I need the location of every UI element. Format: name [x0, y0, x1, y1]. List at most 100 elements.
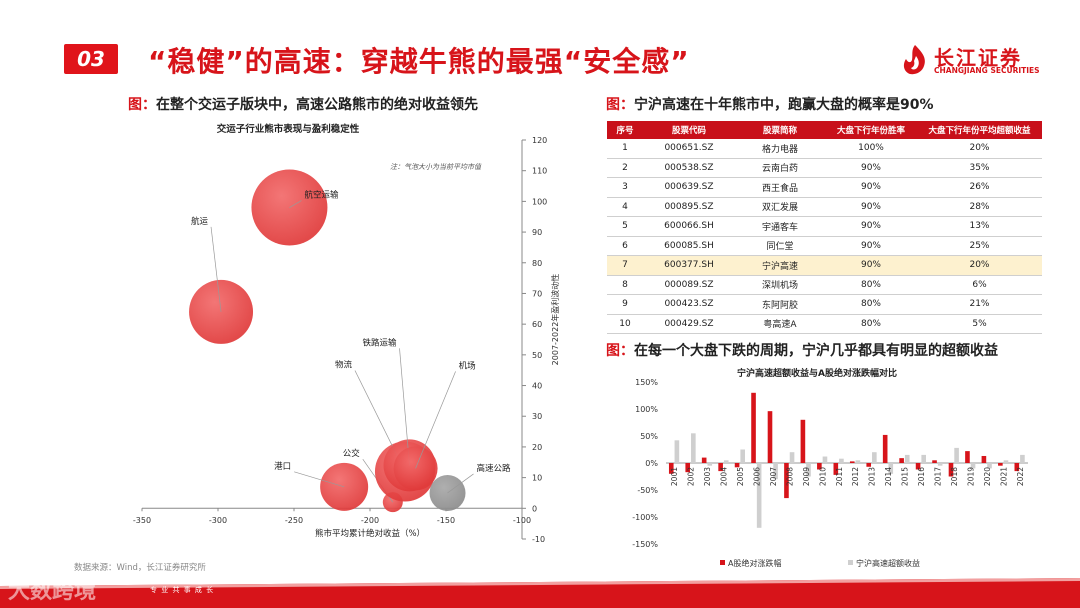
bubble-label: 公交 [343, 448, 361, 459]
table-cell: 东阿阿胶 [735, 294, 825, 315]
x-tick-label: 2015 [901, 467, 910, 486]
y-tick-label: 150% [635, 378, 658, 387]
y-tick-label: 10 [532, 474, 542, 483]
bar-a-share-2012 [849, 461, 855, 463]
table-cell: 9 [607, 294, 643, 315]
bar-a-share-2009 [800, 419, 806, 463]
y-tick-label: -50% [637, 486, 658, 495]
bar-excess-2021 [1003, 460, 1009, 463]
caption-text: 宁沪高速在十年熊市中，跑赢大盘的概率是 [634, 97, 900, 113]
y-tick-label: 120 [532, 136, 547, 145]
table-header-cell: 大盘下行年份平均超额收益 [917, 121, 1042, 139]
table-cell: 5 [607, 216, 643, 237]
y-tick-label: -10 [532, 535, 545, 544]
x-tick-label: 2006 [753, 467, 762, 486]
x-tick-label: 2010 [818, 467, 827, 486]
table-cell: 000651.SZ [643, 139, 735, 159]
caption-prefix: 图： [606, 97, 634, 113]
table-cell: 90% [825, 177, 917, 198]
bar-a-share-2005 [734, 463, 740, 468]
bar-a-share-2022 [1014, 463, 1020, 472]
bar-a-share-2013 [866, 463, 872, 467]
table-cell: 7 [607, 255, 643, 276]
bar-a-share-2008 [784, 463, 789, 499]
x-tick-label: -200 [361, 516, 379, 525]
bar-excess-2001 [674, 440, 680, 463]
table-row: 3 000639.SZ 西王食品 90% 26% [607, 177, 1042, 198]
x-tick-label: 2004 [720, 467, 729, 486]
table-cell: 600085.SH [643, 236, 735, 256]
y-tick-label: 20 [532, 443, 542, 452]
table-cell: 6% [917, 275, 1042, 295]
caption-prefix: 图： [128, 97, 156, 113]
table-row: 1 000651.SZ 格力电器 100% 20% [607, 139, 1042, 159]
bar-excess-2012 [855, 460, 861, 463]
y-tick-label: -100% [632, 513, 658, 522]
x-tick-label: -300 [209, 516, 227, 525]
leader-line [447, 473, 474, 494]
table-cell: 同仁堂 [735, 236, 825, 256]
table-row: 10 000429.SZ 粤高速A 80% 5% [607, 314, 1042, 334]
table-cell: 3 [607, 177, 643, 198]
bar-excess-2002 [691, 433, 696, 463]
y-tick-label: 40 [532, 382, 542, 391]
legend-label: 宁沪高速超额收益 [856, 558, 920, 568]
y-tick-label: 100% [635, 405, 658, 414]
bar-a-share-2014 [882, 434, 888, 463]
table-header-cell: 大盘下行年份胜率 [825, 121, 917, 139]
bar-a-share-2015 [899, 458, 904, 463]
bar-excess-2017 [937, 463, 943, 466]
table-cell: 26% [917, 177, 1042, 198]
bubble-label: 高速公路 [477, 463, 512, 474]
bar-excess-2005 [740, 449, 745, 463]
table-cell: 5% [917, 314, 1042, 334]
legend-label: A股绝对涨跌幅 [728, 558, 781, 568]
y-tick-label: 0 [532, 504, 537, 513]
logo-name-en: CHANGJIANG SECURITIES [934, 66, 1040, 75]
table-caption: 图：宁沪高速在十年熊市中，跑赢大盘的概率是90% [606, 94, 934, 114]
bar-a-share-2018 [948, 463, 954, 477]
watermark: 大数跨境 [8, 579, 97, 604]
leader-line [399, 348, 410, 466]
legend-swatch-excess [848, 560, 853, 565]
leader-line [210, 226, 222, 312]
table-cell: 000089.SZ [643, 275, 735, 295]
chart-note: 注：气泡大小为当前平均市值 [390, 163, 482, 171]
table-cell: 8 [607, 275, 643, 295]
x-tick-label: -150 [437, 516, 455, 525]
x-tick-label: 2019 [966, 467, 975, 486]
table-cell: 深圳机场 [735, 275, 825, 295]
x-tick-label: 2002 [687, 467, 696, 486]
bar-a-share-2016 [915, 463, 921, 470]
page-title: “稳健”的高速：穿越牛熊的最强“安全感” [148, 45, 690, 78]
company-logo: 长江证券 CHANGJIANG SECURITIES [900, 42, 1040, 78]
table-cell: 20% [917, 139, 1042, 159]
bar-a-share-2017 [932, 460, 937, 463]
y-tick-label: 80 [532, 259, 542, 268]
bar-chart-caption: 图：在每一个大盘下跌的周期，宁沪几乎都具有明显的超额收益 [606, 340, 998, 360]
logo-flame-icon [903, 45, 925, 75]
y-tick-label: 30 [532, 412, 542, 421]
bubble-label: 机场 [459, 360, 476, 371]
table-header-cell: 序号 [607, 121, 643, 139]
bar-a-share-2011 [833, 463, 839, 475]
bar-excess-2019 [970, 463, 976, 469]
x-tick-label: -250 [285, 516, 303, 525]
bar-a-share-2019 [965, 451, 970, 463]
bar-excess-2022 [1020, 454, 1025, 463]
x-tick-label: 2001 [670, 467, 679, 486]
bar-a-share-2020 [981, 455, 987, 463]
table-cell: 80% [825, 294, 917, 315]
bubble-label: 港口 [274, 461, 291, 472]
table-cell: 13% [917, 216, 1042, 237]
table-row: 4 000895.SZ 双汇发展 90% 28% [607, 197, 1042, 217]
caption-highlight: 90% [900, 97, 934, 113]
table-cell: 双汇发展 [735, 197, 825, 217]
stock-table: 序号 股票代码 股票简称 大盘下行年份胜率 大盘下行年份平均超额收益 1 0006… [607, 121, 1042, 334]
bar-chart: 宁沪高速超额收益与A股绝对涨跌幅对比 -150% -100% -50% 0% 50% 100… [632, 367, 1028, 568]
table-header-row: 序号 股票代码 股票简称 大盘下行年份胜率 大盘下行年份平均超额收益 [607, 121, 1042, 139]
table-cell: 600377.SH [643, 255, 735, 276]
x-tick-label: 2012 [851, 467, 860, 486]
bar-excess-2007 [773, 463, 778, 480]
leader-line [294, 471, 345, 488]
